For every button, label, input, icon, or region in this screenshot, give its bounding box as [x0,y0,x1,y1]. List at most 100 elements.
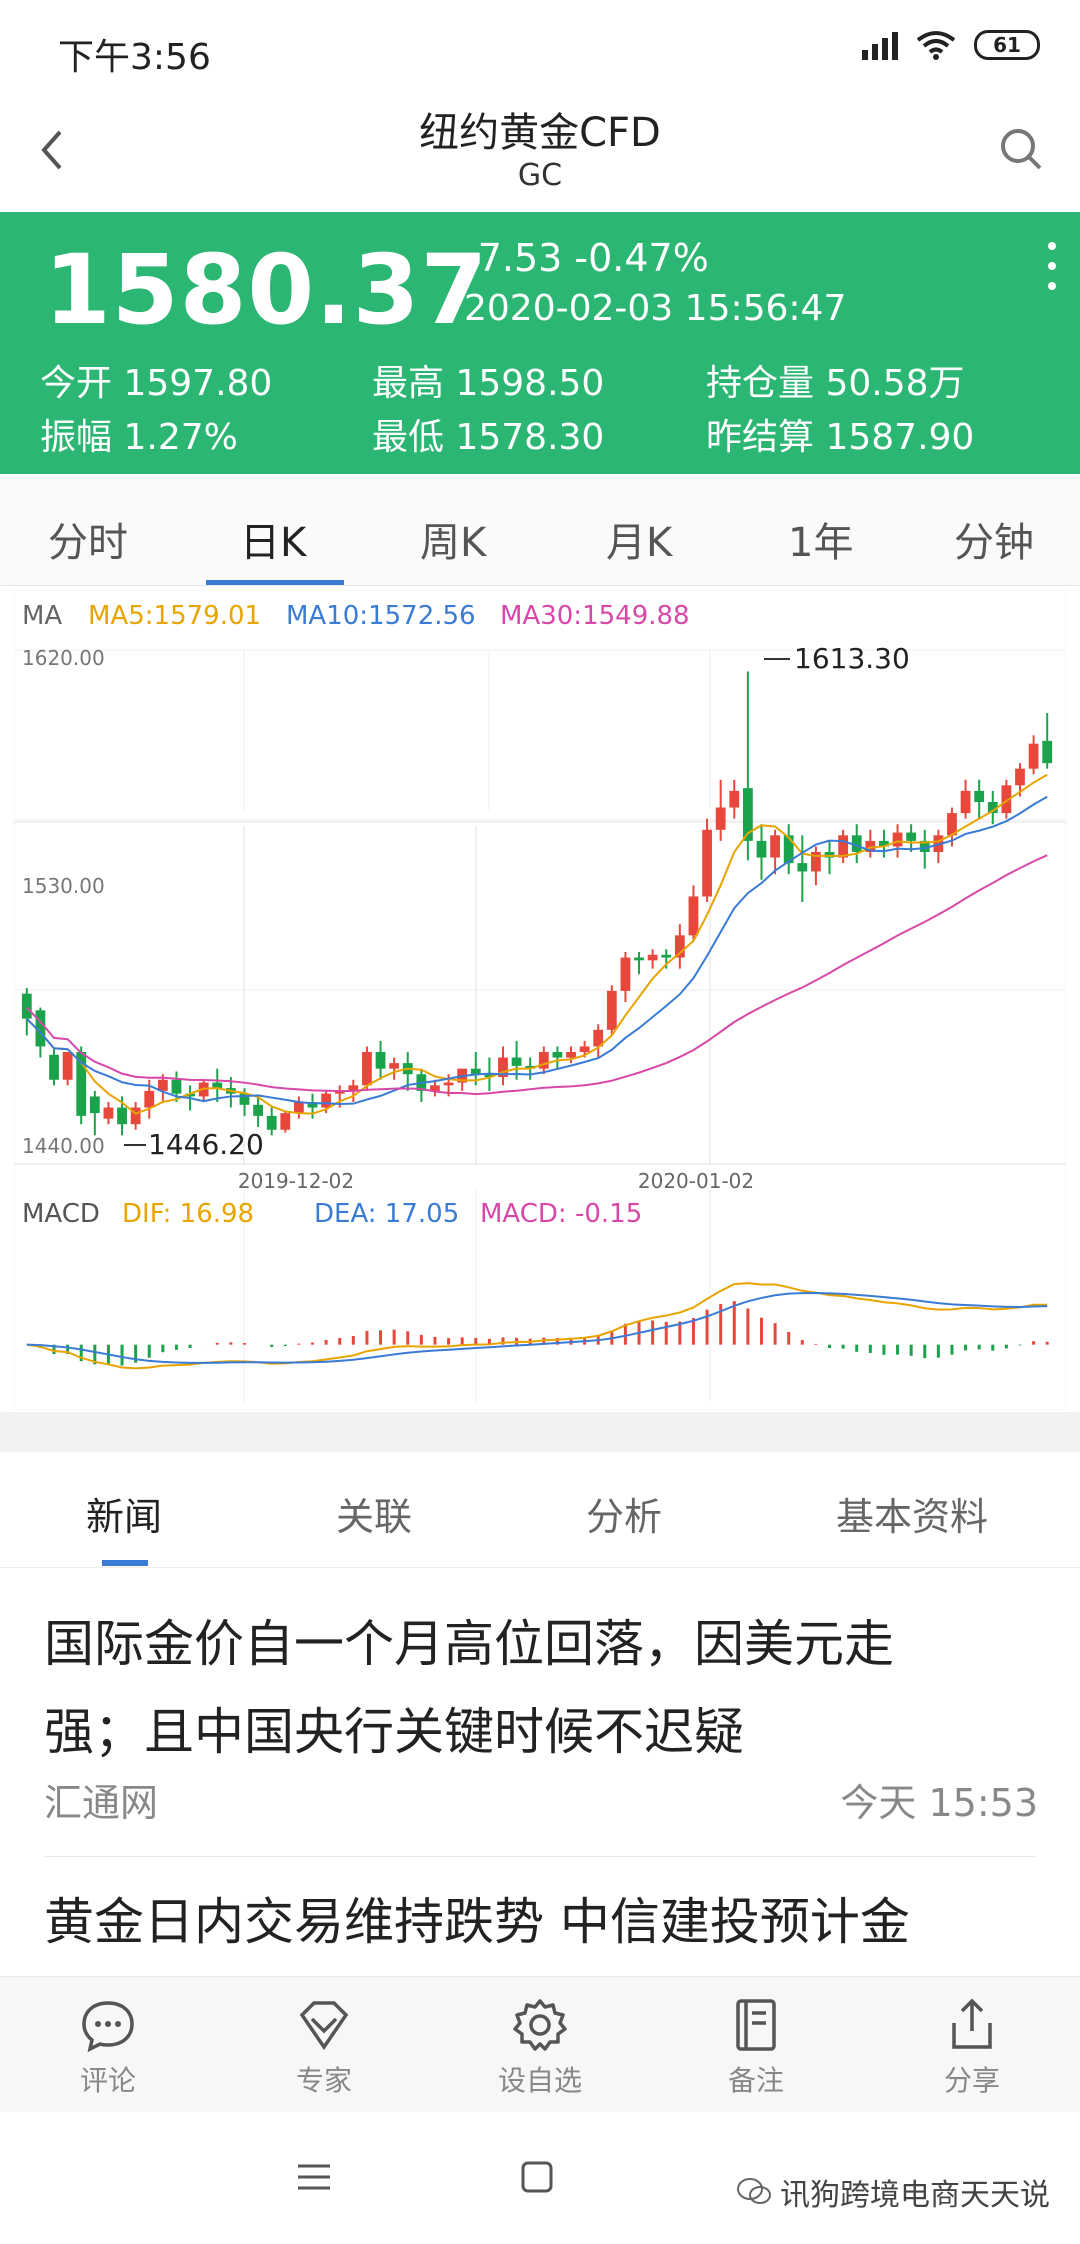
share-button[interactable]: 分享 [902,1995,1042,2099]
system-nav-bar: 讯狗跨境电商天天说 [0,2112,1080,2244]
bottom-toolbar: 评论 专家 设自选 备注 分享 [0,1976,1080,2112]
ma10-line [26,795,1048,1105]
candle-body [185,1093,195,1097]
candle-body [593,1029,604,1047]
candle-body [606,990,617,1030]
tab-weekly-k[interactable]: 周K [420,520,487,566]
tab-daily-k[interactable]: 日K [240,520,307,566]
candle-body [1042,740,1053,764]
y-tick: 1440.00 [22,1134,105,1158]
candle-body [620,957,631,991]
candle-body [212,1082,223,1089]
back-icon[interactable] [30,120,80,180]
section-gap [0,1412,1080,1452]
tab-intraday[interactable]: 分时 [48,520,128,566]
candle-body [824,852,835,858]
note-button[interactable]: 备注 [686,1995,826,2099]
ma5-line [26,773,1048,1115]
comment-icon [82,2001,134,2053]
candle-body [865,840,876,852]
tab-news[interactable]: 新闻 [86,1495,163,1539]
stat-high: 最高 1598.50 [372,363,605,404]
candle-body [729,790,740,808]
candle-body [674,935,685,958]
search-icon[interactable] [996,124,1046,174]
candle-body [879,840,889,847]
y-tick: 1530.00 [22,874,105,898]
stat-open: 今开 1597.80 [40,363,273,404]
candle-body [538,1052,549,1069]
gear-icon [513,1999,567,2051]
watermark-text: 讯狗跨境电商天天说 [780,2178,1050,2213]
more-icon[interactable] [1044,242,1060,302]
candle-body [35,1010,46,1047]
menu-icon[interactable] [296,2162,332,2192]
expert-button[interactable]: 专家 [254,1995,394,2099]
news-item[interactable]: 国际金价自一个月高位回落，因美元走 强；且中国央行关键时候不迟疑 汇通网 今天 1… [44,1600,1044,1825]
ma10-value: MA10:1572.56 [286,601,476,631]
tab-1-year[interactable]: 1年 [788,520,854,566]
note-icon [736,1999,776,2051]
candle-body [266,1115,277,1130]
candle-body [294,1102,304,1114]
news-time: 今天 15:53 [840,1781,1038,1825]
news-source: 汇通网 [44,1781,159,1825]
price-change: -7.53 -0.47% [464,236,709,280]
divider [44,1856,1036,1857]
add-watchlist-button[interactable]: 设自选 [470,1995,610,2099]
candle-body [906,832,917,841]
tab-related[interactable]: 关联 [336,1495,413,1539]
macd-label: MACD [22,1199,100,1229]
candle-body [157,1079,168,1091]
stat-amplitude: 振幅 1.27% [40,417,238,458]
candle-body [647,954,658,961]
news-title: 国际金价自一个月高位回落，因美元走 强；且中国央行关键时候不迟疑 [44,1615,894,1761]
candle-body [1028,743,1039,769]
dea-line [26,1292,1048,1364]
candle-body [838,835,849,858]
candle-body [715,807,726,830]
high-label: 1613.30 [794,642,910,675]
candle-body [362,1052,372,1086]
watermark: 讯狗跨境电商天天说 [736,2170,1050,2214]
x-tick: 2020-01-02 [638,1169,754,1193]
tab-fundamentals[interactable]: 基本资料 [836,1495,989,1539]
candle-body [443,1082,454,1086]
candle-body [117,1107,127,1125]
candle-body [892,832,903,847]
stat-open-interest: 持仓量 50.58万 [706,363,965,404]
quote-panel: 1580.37 -7.53 -0.47% 2020-02-03 15:56:47… [0,212,1080,474]
signal-icon [862,30,898,60]
share-label: 分享 [943,2064,1000,2097]
candle-body [525,1065,536,1069]
comment-button[interactable]: 评论 [38,1995,178,2099]
last-price: 1580.37 [44,234,489,346]
candle-body [171,1079,182,1094]
candle-body [974,790,985,802]
candle-body [919,840,930,852]
tab-minute[interactable]: 分钟 [954,520,1034,566]
candle-body [566,1052,576,1058]
candle-body [1015,768,1025,786]
candle-body [511,1057,522,1066]
news-item-title[interactable]: 黄金日内交易维持跌势 中信建投预计金 [44,1893,910,1951]
candle-body [280,1113,291,1130]
candle-body [89,1096,100,1114]
kline-chart[interactable]: MA MA5:1579.01 MA10:1572.56 MA30:1549.88… [14,590,1066,1410]
ma30-line [26,854,1048,1096]
candle-body [470,1068,481,1075]
tab-analysis[interactable]: 分析 [586,1495,663,1539]
candle-body [661,954,672,958]
candle-body [987,802,998,814]
wechat-icon [737,2178,771,2204]
ma5-value: MA5:1579.01 [88,601,261,631]
tab-monthly-k[interactable]: 月K [606,520,673,566]
candle-body [797,863,808,872]
status-icons: 61 [862,30,1040,60]
home-icon[interactable] [520,2160,554,2194]
status-bar: 下午3:56 61 [0,0,1080,90]
ma-lines [26,773,1048,1115]
candle-body [76,1052,87,1116]
candle-body [334,1090,345,1094]
candle-body [702,829,712,897]
